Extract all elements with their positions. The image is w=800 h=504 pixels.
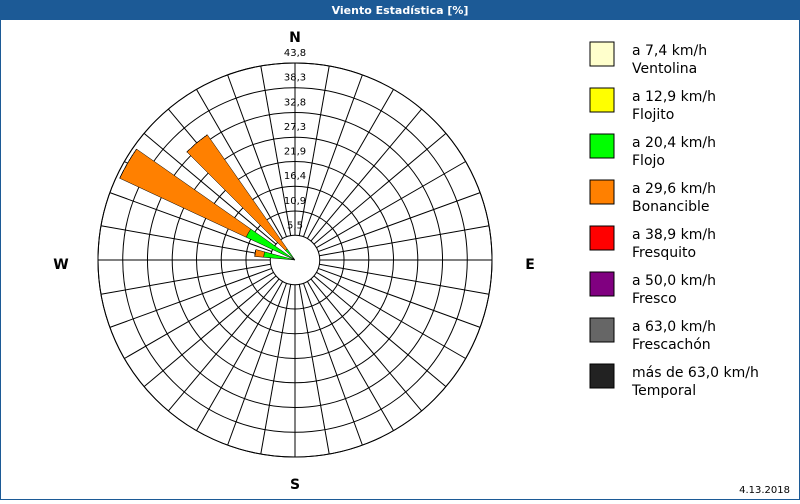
spoke: [196, 281, 284, 431]
window-title: Viento Estadística [%]: [332, 4, 469, 17]
legend-label: a 38,9 km/h: [632, 227, 716, 243]
spoke: [109, 267, 272, 328]
r-tick-label: 5,5: [287, 220, 303, 231]
spoke: [298, 284, 330, 455]
grid-ring: [196, 161, 394, 359]
spoke: [316, 161, 466, 249]
spoke: [143, 275, 277, 388]
legend-description: Fresco: [632, 291, 677, 307]
wind-sector: [186, 134, 208, 153]
spoke: [260, 284, 292, 455]
spoke: [298, 65, 330, 236]
spoke: [313, 275, 447, 388]
legend-swatch: [589, 271, 615, 297]
legend-label: a 12,9 km/h: [632, 89, 716, 105]
grid-ring: [269, 234, 321, 286]
grid-ring: [97, 62, 493, 458]
legend-description: Ventolina: [632, 61, 697, 77]
legend-swatch: [589, 87, 615, 113]
grid-ring: [122, 87, 468, 433]
legend-label: a 50,0 km/h: [632, 273, 716, 289]
legend-description: Flojo: [632, 153, 665, 169]
spoke: [313, 132, 447, 245]
grid-ring: [220, 185, 370, 335]
r-tick-label: 43,8: [284, 48, 306, 59]
spoke: [124, 271, 274, 359]
spoke: [318, 192, 481, 253]
r-tick-label: 27,3: [284, 122, 306, 133]
legend-description: Flojito: [632, 107, 674, 123]
legend-label: más de 63,0 km/h: [632, 365, 759, 381]
spoke: [227, 74, 288, 237]
legend-description: Frescachón: [632, 337, 711, 353]
legend-label: a 20,4 km/h: [632, 135, 716, 151]
spoke: [310, 278, 423, 412]
spoke: [306, 89, 394, 239]
wind-sector: [119, 148, 137, 179]
compass-label: N: [289, 30, 301, 46]
legend-label: a 29,6 km/h: [632, 181, 716, 197]
spoke: [100, 225, 271, 257]
legend-swatch: [589, 317, 615, 343]
spoke: [319, 263, 490, 295]
legend-description: Bonancible: [632, 199, 709, 215]
spoke: [316, 271, 466, 359]
r-tick-label: 21,9: [284, 147, 306, 158]
spoke: [100, 263, 271, 295]
spoke: [143, 132, 277, 245]
legend-swatch: [589, 225, 615, 251]
spoke: [318, 267, 481, 328]
legend-swatch: [589, 179, 615, 205]
title-bar: [0, 0, 800, 20]
spoke: [196, 89, 284, 239]
r-tick-label: 38,3: [284, 73, 306, 84]
spoke: [302, 283, 363, 446]
spoke: [310, 108, 423, 242]
spoke: [319, 225, 490, 257]
grid-ring: [146, 111, 444, 409]
compass-label: S: [290, 477, 300, 493]
legend-swatch: [589, 41, 615, 67]
spoke: [227, 283, 288, 446]
date: 4.13.2018: [739, 485, 790, 496]
spoke: [109, 192, 272, 253]
legend-label: a 63,0 km/h: [632, 319, 716, 335]
legend-swatch: [589, 133, 615, 159]
compass-label: W: [53, 257, 68, 273]
r-tick-label: 32,8: [284, 97, 306, 108]
grid-ring: [171, 136, 419, 384]
r-tick-label: 16,4: [284, 171, 306, 182]
grid-ring: [245, 210, 345, 310]
r-tick-label: 10,9: [284, 196, 306, 207]
legend-description: Temporal: [631, 383, 696, 399]
legend-swatch: [589, 363, 615, 389]
spoke: [260, 65, 292, 236]
spoke: [302, 74, 363, 237]
legend-label: a 7,4 km/h: [632, 43, 707, 59]
spoke: [167, 278, 280, 412]
spoke: [306, 281, 394, 431]
legend-description: Fresquito: [632, 245, 696, 261]
compass-label: E: [525, 257, 535, 273]
